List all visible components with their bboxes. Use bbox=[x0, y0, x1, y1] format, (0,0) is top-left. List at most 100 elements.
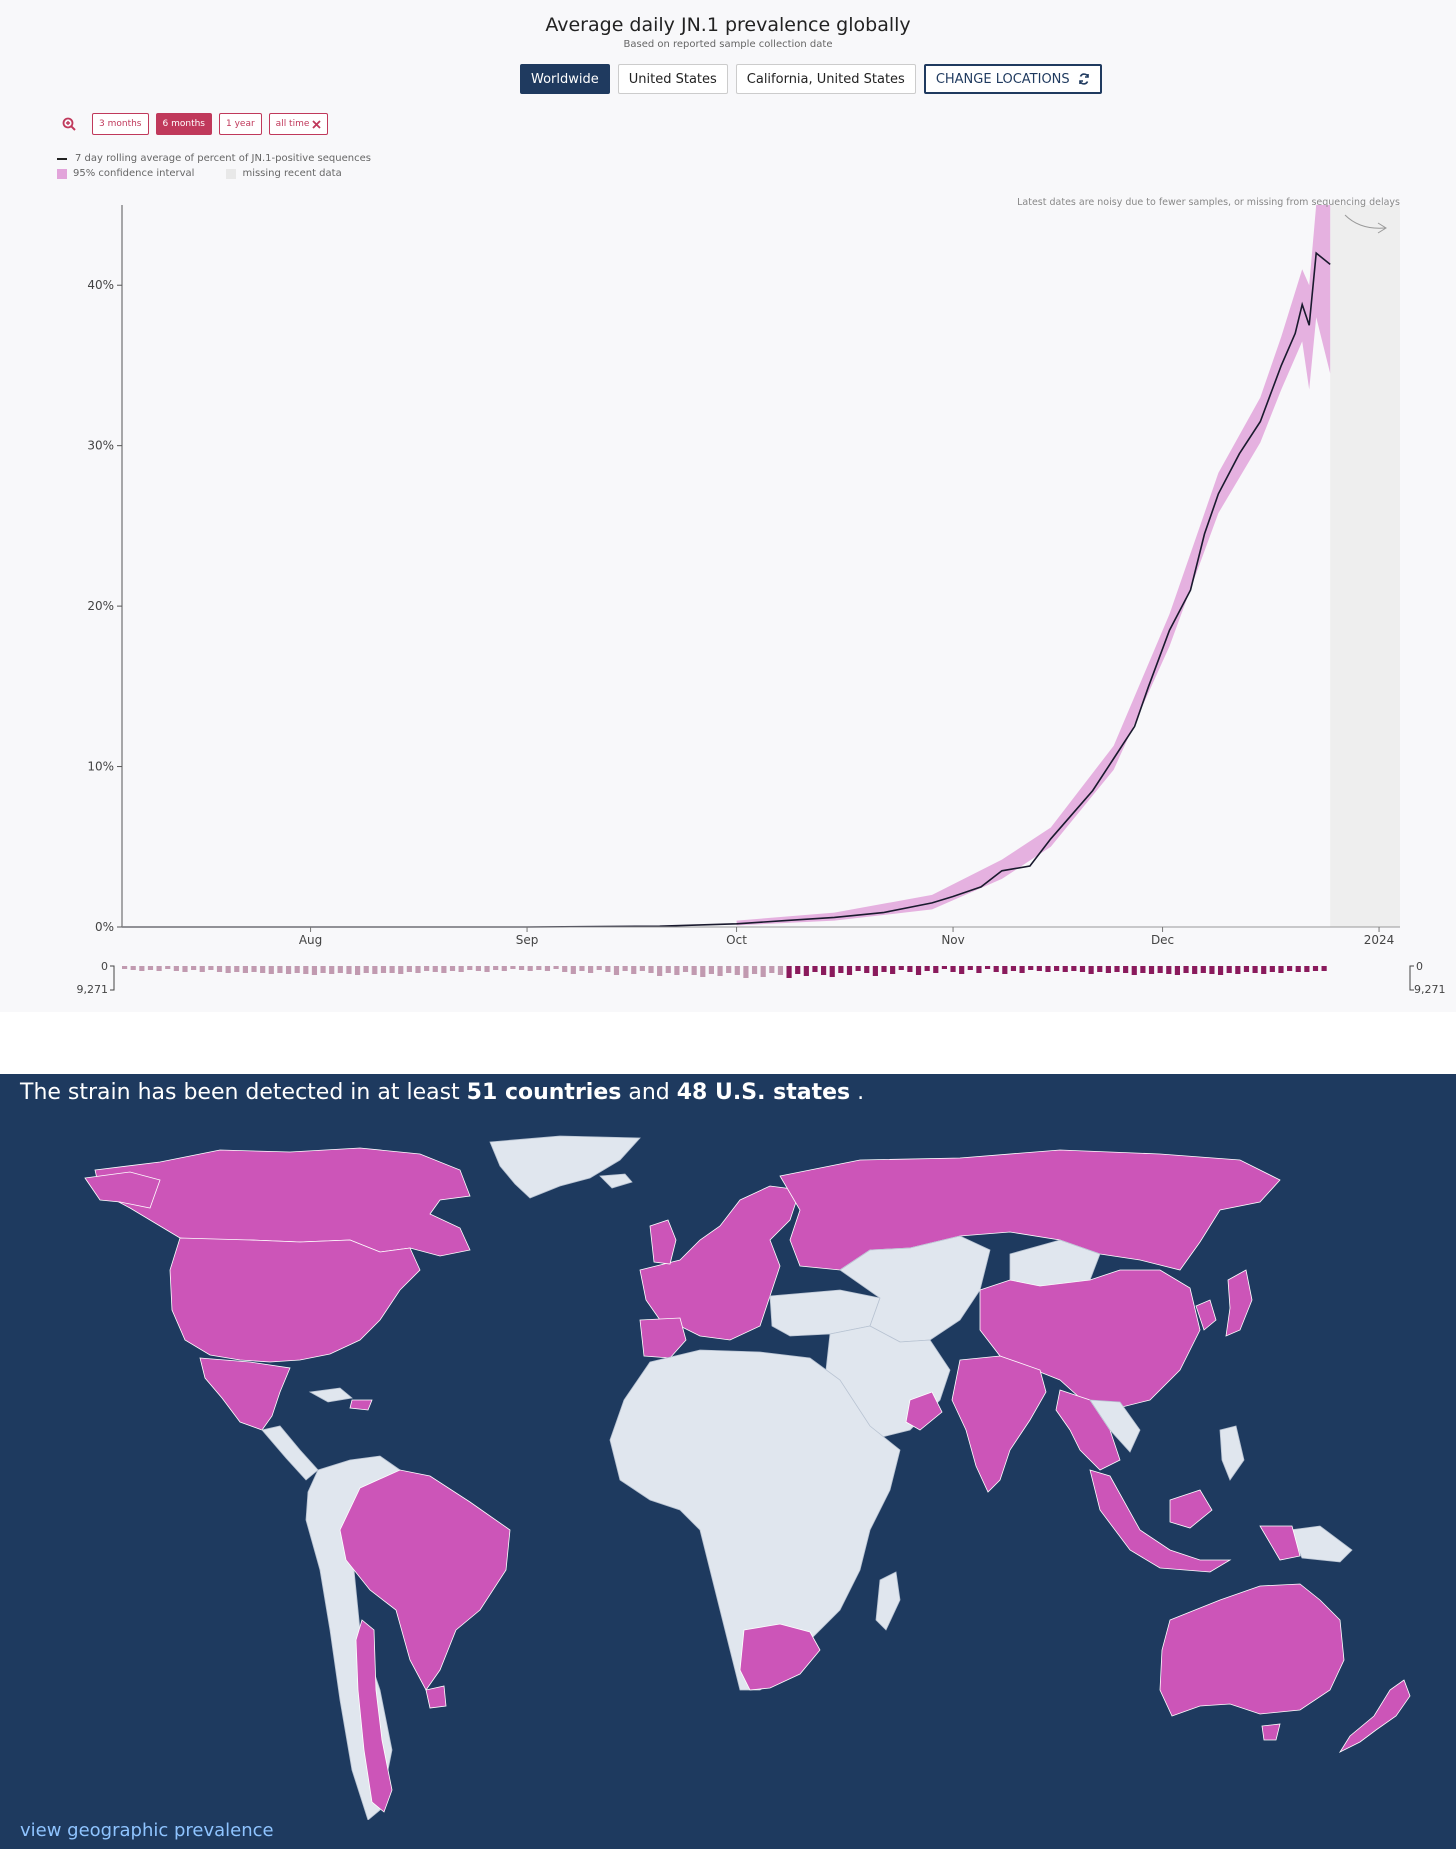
country-canada[interactable] bbox=[94, 1147, 471, 1257]
country-chile[interactable] bbox=[355, 1619, 393, 1813]
country-iberia[interactable] bbox=[639, 1317, 687, 1359]
sample-axis-min-left: 0 bbox=[101, 960, 108, 973]
sample-bar-128 bbox=[1226, 966, 1232, 973]
country-papua-new-guinea[interactable] bbox=[1289, 1525, 1353, 1563]
sample-bar-42 bbox=[484, 966, 490, 972]
sample-bar-135 bbox=[1287, 966, 1293, 971]
location-button-united-states[interactable]: United States bbox=[617, 64, 728, 94]
sample-bar-130 bbox=[1243, 966, 1250, 972]
sample-bar-46 bbox=[518, 966, 525, 970]
region-central-asia[interactable] bbox=[839, 1235, 991, 1343]
sample-bar-75 bbox=[769, 966, 775, 973]
sample-bar-124 bbox=[1192, 966, 1198, 974]
country-uruguay[interactable] bbox=[425, 1685, 447, 1709]
sample-bar-139 bbox=[1321, 966, 1327, 971]
y-tick-label-1: 10% bbox=[87, 760, 114, 774]
time-range-selector: 3 months 6 months 1 year all time bbox=[62, 113, 329, 135]
sample-bar-97 bbox=[959, 966, 965, 974]
sample-bar-89 bbox=[890, 966, 896, 974]
sample-bar-37 bbox=[441, 966, 447, 973]
y-tick-label-0: 0% bbox=[95, 920, 114, 934]
country-uk[interactable] bbox=[649, 1219, 677, 1265]
sample-bar-38 bbox=[449, 966, 456, 971]
country-new-zealand[interactable] bbox=[1338, 1679, 1411, 1753]
sample-bracket-right bbox=[1409, 965, 1414, 991]
country-mexico[interactable] bbox=[199, 1357, 291, 1431]
sample-bar-10 bbox=[208, 966, 214, 970]
sample-bar-44 bbox=[501, 966, 507, 971]
legend-line-label: 7 day rolling average of percent of JN.1… bbox=[75, 153, 371, 164]
sample-bar-58 bbox=[622, 966, 628, 971]
sample-bar-117 bbox=[1131, 966, 1137, 975]
sample-bar-69 bbox=[717, 966, 723, 976]
change-locations-button[interactable]: CHANGE LOCATIONS bbox=[923, 64, 1102, 94]
country-greenland[interactable] bbox=[489, 1135, 641, 1199]
country-oman[interactable] bbox=[905, 1391, 943, 1431]
sample-bar-133 bbox=[1269, 966, 1275, 972]
sample-bar-120 bbox=[1157, 966, 1163, 973]
country-alaska[interactable] bbox=[84, 1171, 161, 1209]
location-button-california[interactable]: California, United States bbox=[735, 64, 916, 94]
country-korea-japan[interactable] bbox=[1195, 1269, 1253, 1337]
range-button-6-months[interactable]: 6 months bbox=[155, 113, 212, 135]
region-west-papua[interactable] bbox=[1259, 1525, 1301, 1561]
sample-bar-54 bbox=[588, 966, 594, 973]
sample-bar-138 bbox=[1312, 966, 1319, 971]
sample-bar-127 bbox=[1217, 966, 1224, 975]
sample-bar-3 bbox=[147, 966, 154, 970]
region-indochina[interactable] bbox=[1089, 1399, 1141, 1453]
sample-bar-12 bbox=[225, 966, 231, 973]
sample-bar-56 bbox=[605, 966, 611, 972]
chart-legend: 7 day rolling average of percent of JN.1… bbox=[57, 151, 371, 181]
country-tasmania[interactable] bbox=[1261, 1723, 1281, 1741]
region-caribbean[interactable] bbox=[308, 1387, 353, 1403]
sample-bar-92 bbox=[915, 966, 922, 975]
sample-bar-0 bbox=[122, 966, 128, 969]
sample-bar-118 bbox=[1140, 966, 1146, 973]
zoom-in-icon[interactable] bbox=[62, 117, 76, 131]
sample-bar-132 bbox=[1261, 966, 1267, 974]
sample-bar-55 bbox=[596, 966, 602, 970]
sample-bar-109 bbox=[1062, 966, 1068, 972]
sample-bar-90 bbox=[898, 966, 904, 970]
region-central-america[interactable] bbox=[261, 1425, 319, 1481]
country-dominican-republic[interactable] bbox=[349, 1399, 373, 1411]
legend-ci-label: 95% confidence interval bbox=[73, 168, 195, 179]
sample-bar-2 bbox=[139, 966, 145, 971]
sample-bar-23 bbox=[320, 966, 326, 973]
sample-bar-4 bbox=[156, 966, 162, 971]
x-tick-label-3: Nov bbox=[941, 933, 964, 947]
region-malaysia-indonesia[interactable] bbox=[1089, 1469, 1232, 1573]
sample-bar-48 bbox=[536, 966, 542, 970]
location-button-worldwide[interactable]: Worldwide bbox=[520, 64, 610, 94]
sample-bar-8 bbox=[191, 966, 197, 970]
country-philippines[interactable] bbox=[1219, 1425, 1245, 1481]
sample-bar-107 bbox=[1045, 966, 1051, 972]
country-russia[interactable] bbox=[779, 1149, 1281, 1271]
sample-bar-36 bbox=[432, 966, 438, 972]
range-button-1-year[interactable]: 1 year bbox=[219, 113, 262, 135]
range-button-all-time[interactable]: all time bbox=[268, 113, 329, 135]
sample-bar-17 bbox=[268, 966, 274, 974]
country-usa[interactable] bbox=[169, 1237, 421, 1363]
country-madagascar[interactable] bbox=[875, 1571, 901, 1631]
sample-bar-84 bbox=[846, 966, 853, 975]
sample-bar-13 bbox=[234, 966, 240, 972]
sample-bar-1 bbox=[130, 966, 136, 970]
sample-bar-9 bbox=[199, 966, 205, 972]
annotation-arrowhead bbox=[1377, 222, 1387, 234]
range-button-3-months[interactable]: 3 months bbox=[92, 113, 149, 135]
view-geographic-prevalence-link[interactable]: view geographic prevalence bbox=[20, 1820, 274, 1841]
country-australia[interactable] bbox=[1159, 1583, 1345, 1717]
sample-bar-87 bbox=[872, 966, 878, 976]
country-iceland[interactable] bbox=[599, 1173, 633, 1189]
country-brazil[interactable] bbox=[339, 1469, 511, 1691]
y-tick-label-3: 30% bbox=[87, 439, 114, 453]
sample-bar-19 bbox=[285, 966, 292, 974]
sample-bar-106 bbox=[1036, 966, 1042, 971]
annotation-arrow bbox=[1344, 214, 1386, 229]
country-india[interactable] bbox=[951, 1355, 1047, 1493]
legend-missing-label: missing recent data bbox=[242, 168, 342, 179]
sample-bar-102 bbox=[1002, 966, 1008, 974]
country-south-africa[interactable] bbox=[739, 1623, 821, 1691]
